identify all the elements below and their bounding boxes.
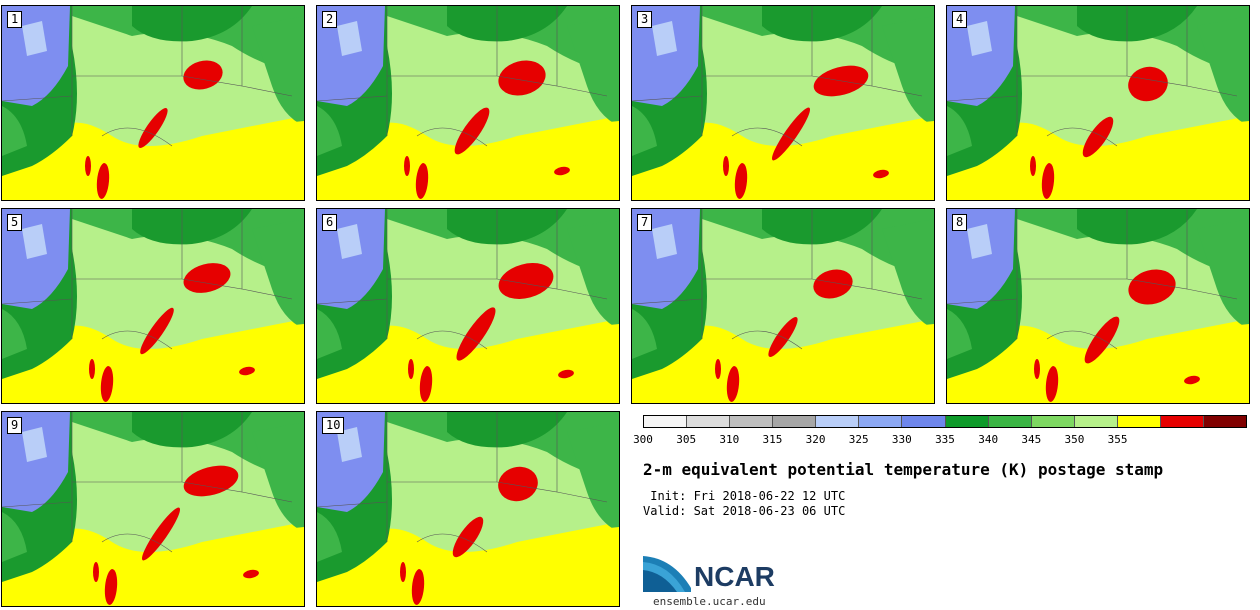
colorbar-segment xyxy=(1117,416,1161,427)
member-map-panel: 6 xyxy=(316,208,620,404)
colorbar-segment xyxy=(859,416,903,427)
member-number-label: 2 xyxy=(322,11,338,28)
member-number-label: 10 xyxy=(322,417,345,434)
colorbar-segment xyxy=(1160,416,1205,427)
member-number-label: 4 xyxy=(952,11,968,28)
colorbar-tick-label: 345 xyxy=(1021,433,1042,446)
colorbar-segment xyxy=(902,416,946,427)
colorbar-segment xyxy=(816,416,860,427)
colorbar-tick-label: 325 xyxy=(848,433,869,446)
colorbar-tick-label: 315 xyxy=(762,433,783,446)
colorbar-segment xyxy=(644,416,688,427)
member-map-panel: 9 xyxy=(1,411,305,607)
colorbar xyxy=(643,415,1247,428)
member-map-panel: 3 xyxy=(631,5,935,201)
colorbar-segment xyxy=(988,416,1032,427)
colorbar-tick-label: 305 xyxy=(676,433,697,446)
member-map-panel: 7 xyxy=(631,208,935,404)
member-number-label: 7 xyxy=(637,214,653,231)
colorbar-segment xyxy=(945,416,989,427)
ncar-logo-text: NCAR xyxy=(694,561,775,592)
colorbar-tick-label: 355 xyxy=(1107,433,1128,446)
colorbar-segment xyxy=(1031,416,1075,427)
member-number-label: 5 xyxy=(7,214,23,231)
member-number-label: 6 xyxy=(322,214,338,231)
colorbar-segment xyxy=(1074,416,1118,427)
init-time: Init: Fri 2018-06-22 12 UTC xyxy=(643,489,846,503)
member-map-panel: 2 xyxy=(316,5,620,201)
logo-url: ensemble.ucar.edu xyxy=(653,595,766,608)
valid-time: Valid: Sat 2018-06-23 06 UTC xyxy=(643,504,846,518)
member-number-label: 8 xyxy=(952,214,968,231)
ncar-logo-icon xyxy=(643,556,691,592)
colorbar-tick-label: 310 xyxy=(719,433,740,446)
member-number-label: 9 xyxy=(7,417,23,434)
member-map-panel: 5 xyxy=(1,208,305,404)
colorbar-tick-label: 340 xyxy=(978,433,999,446)
colorbar-segment xyxy=(1204,416,1247,427)
member-number-label: 1 xyxy=(7,11,23,28)
member-map-panel: 10 xyxy=(316,411,620,607)
member-map-panel: 8 xyxy=(946,208,1250,404)
member-number-label: 3 xyxy=(637,11,653,28)
colorbar-tick-label: 320 xyxy=(805,433,826,446)
colorbar-tick-label: 300 xyxy=(633,433,653,446)
colorbar-segment xyxy=(730,416,774,427)
figure-title: 2-m equivalent potential temperature (K)… xyxy=(643,460,1164,479)
colorbar-segment xyxy=(687,416,731,427)
member-map-panel: 1 xyxy=(1,5,305,201)
colorbar-segment xyxy=(773,416,817,427)
colorbar-tick-label: 335 xyxy=(935,433,955,446)
colorbar-tick-label: 350 xyxy=(1064,433,1085,446)
colorbar-tick-label: 330 xyxy=(891,433,912,446)
member-map-panel: 4 xyxy=(946,5,1250,201)
